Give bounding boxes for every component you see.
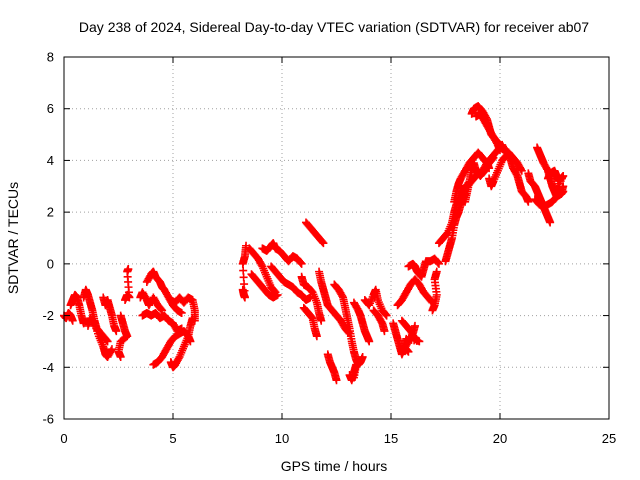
series-s15: [245, 244, 280, 297]
y-tick-label: 6: [47, 101, 54, 116]
data-point: [296, 258, 305, 267]
series-s42: [498, 140, 533, 206]
data-point: [403, 346, 412, 355]
data-point: [68, 316, 77, 325]
series-s16: [247, 270, 282, 302]
series-s32: [404, 254, 443, 281]
x-tick-label: 10: [275, 431, 289, 446]
x-tick-label: 25: [602, 431, 616, 446]
data-point: [365, 337, 374, 346]
data-point: [297, 259, 306, 268]
x-tick-label: 0: [60, 431, 67, 446]
series-s19: [297, 272, 326, 325]
data-point: [239, 266, 248, 275]
y-tick-label: -2: [42, 308, 54, 323]
series-s5: [99, 293, 121, 336]
data-point: [524, 197, 533, 206]
y-tick-label: 4: [47, 153, 54, 168]
data-point: [174, 354, 183, 363]
data-point: [516, 165, 525, 174]
y-tick-label: -6: [42, 412, 54, 427]
data-point: [319, 239, 328, 248]
data-point: [434, 258, 443, 267]
data-point: [190, 316, 199, 325]
data-point: [318, 238, 327, 247]
series-s18: [267, 262, 315, 305]
data-points: [60, 102, 568, 385]
data-point: [317, 316, 326, 325]
series-s25: [345, 360, 361, 385]
series-s26: [349, 298, 374, 346]
data-point: [239, 273, 248, 282]
axis-ticks: 0 5 10 15 20 25 -6 -4 -2 0 2 4 6 8: [42, 50, 616, 447]
data-point: [332, 376, 341, 385]
data-point: [349, 373, 358, 382]
chart-title: Day 238 of 2024, Sidereal Day-to-day VTE…: [79, 19, 589, 35]
series-s30: [393, 275, 437, 310]
y-tick-label: 0: [47, 256, 54, 271]
data-point: [358, 352, 367, 361]
data-point: [103, 337, 112, 346]
series-s14: [238, 241, 251, 302]
series-s20: [299, 303, 321, 341]
series-s8: [136, 288, 167, 315]
y-axis-label: SDTVAR / TECUs: [5, 182, 21, 294]
plot-frame: [63, 56, 610, 420]
series-s13: [166, 293, 199, 325]
series-s23: [323, 350, 341, 385]
data-point: [273, 290, 282, 299]
data-point: [432, 267, 441, 276]
y-tick-label: 8: [47, 50, 54, 65]
series-s2: [66, 290, 88, 328]
data-point: [312, 332, 321, 341]
x-tick-label: 15: [384, 431, 398, 446]
data-point: [382, 311, 391, 320]
data-point: [338, 291, 347, 300]
data-point: [410, 321, 419, 330]
data-point: [116, 352, 125, 361]
data-point: [380, 327, 389, 336]
series-s33: [428, 267, 441, 315]
data-point: [381, 310, 390, 319]
series-s1: [60, 308, 77, 325]
data-point: [559, 182, 568, 191]
series-s10: [142, 267, 186, 317]
data-point: [177, 308, 186, 317]
data-point: [124, 265, 133, 274]
y-tick-label: 2: [47, 205, 54, 220]
x-axis-label: GPS time / hours: [281, 458, 388, 474]
data-point: [112, 327, 121, 336]
data-point: [240, 280, 249, 289]
data-point: [517, 166, 526, 175]
data-point: [240, 286, 249, 295]
data-point: [240, 293, 249, 302]
data-point: [257, 260, 266, 269]
series-s21: [301, 218, 328, 248]
series-s7: [121, 265, 134, 305]
series-s17: [258, 239, 306, 268]
x-tick-label: 20: [493, 431, 507, 446]
data-point: [89, 318, 98, 327]
grid: [64, 57, 609, 419]
x-tick-label: 5: [169, 431, 176, 446]
data-point: [434, 259, 443, 268]
series-s35: [441, 190, 470, 266]
data-point: [107, 345, 116, 354]
y-tick-label: -4: [42, 360, 54, 375]
series-s28: [369, 306, 389, 336]
data-point: [546, 218, 555, 227]
series-s4: [83, 314, 116, 361]
series-s27: [360, 285, 391, 320]
data-point: [404, 347, 413, 356]
data-point: [107, 346, 116, 355]
series-s6: [114, 311, 132, 361]
series-s31: [397, 316, 424, 356]
data-point: [157, 305, 166, 314]
series-s39: [472, 109, 504, 155]
series-s46: [543, 166, 568, 199]
